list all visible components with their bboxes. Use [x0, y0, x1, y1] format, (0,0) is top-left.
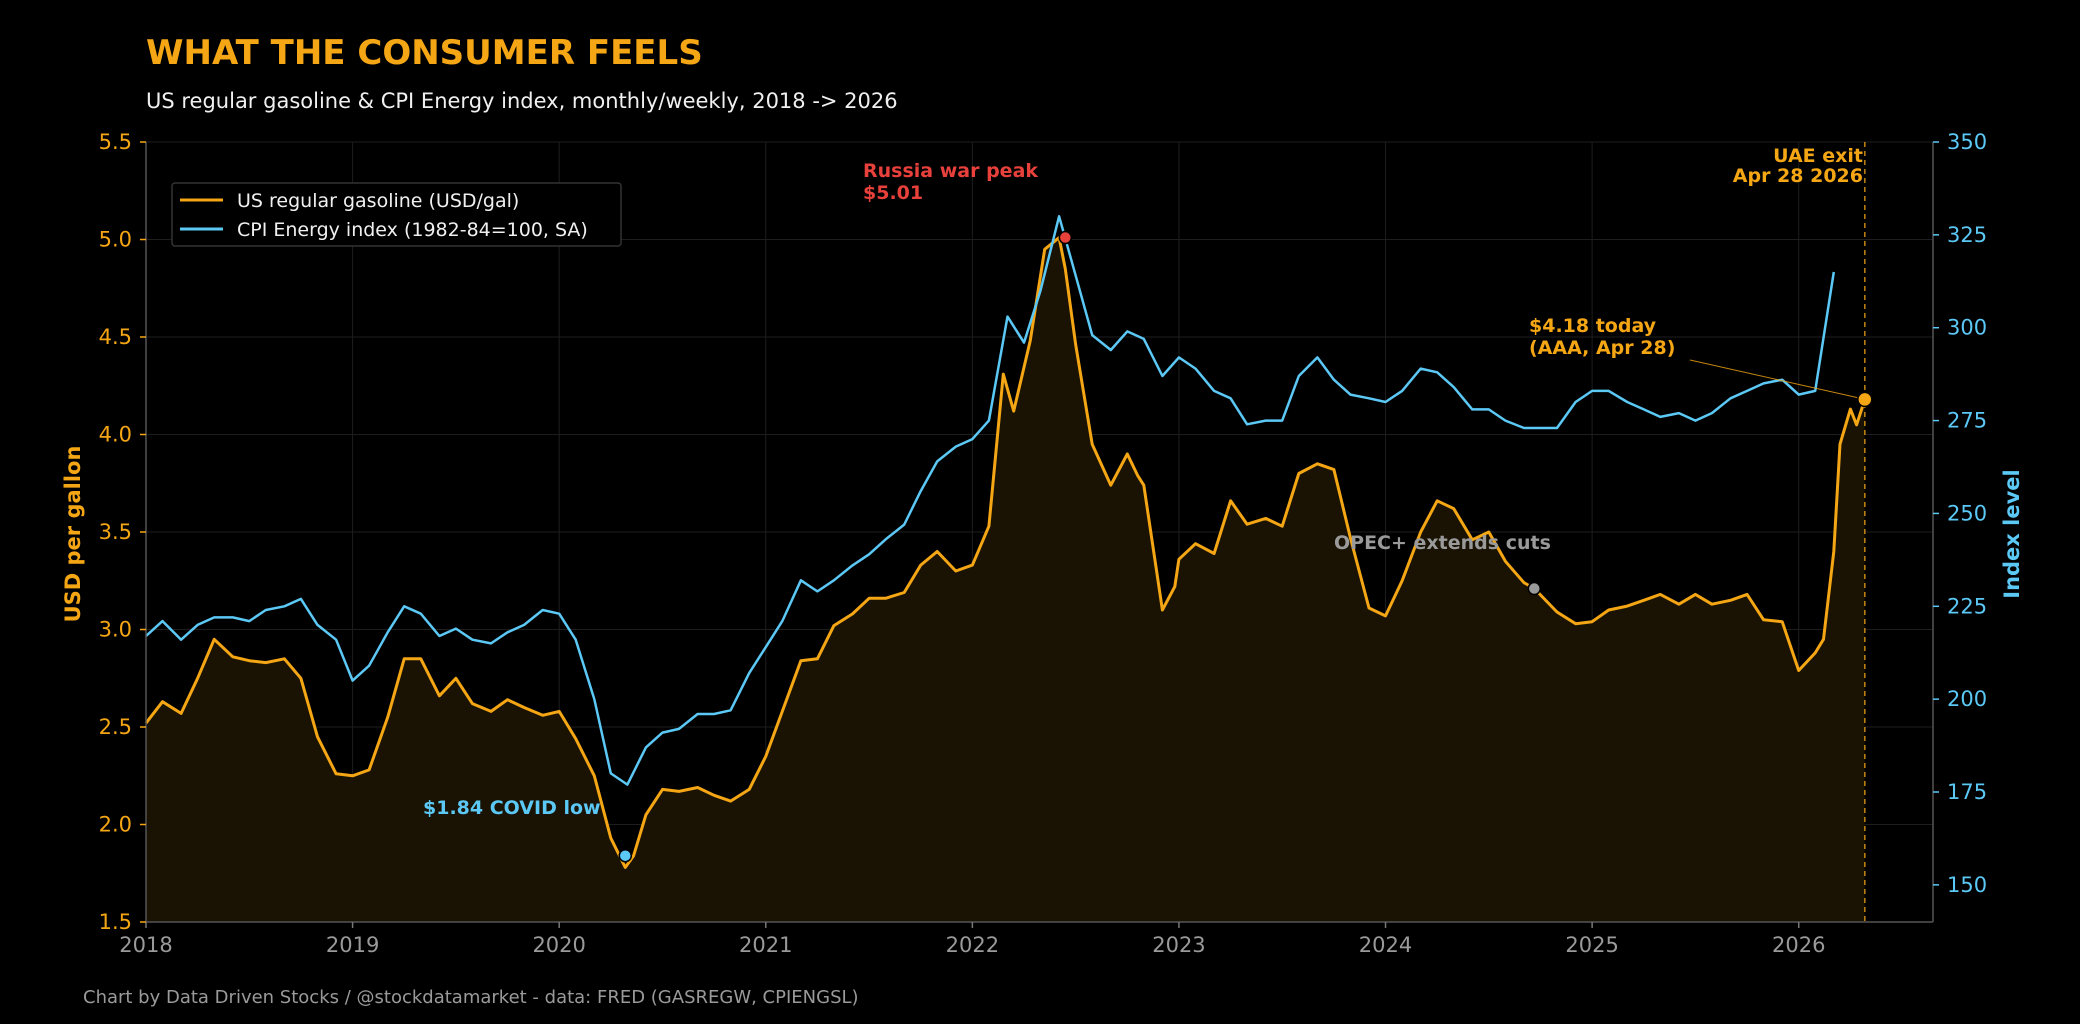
y2-tick-label: 325 [1947, 223, 1987, 247]
connector-today [1689, 359, 1861, 399]
y-tick-label: 4.0 [99, 423, 132, 447]
annotation-today-price: $4.18 today [1529, 315, 1657, 337]
y2-tick-label: 275 [1947, 409, 1987, 433]
annotation-war-peak-value: $5.01 [863, 182, 923, 204]
legend-box [171, 182, 622, 247]
axes: 2018 2019 2020 2021 2022 2023 2024 2025 2026 1.5 2… [99, 130, 1988, 957]
annotation-covid-low: $1.84 COVID low [423, 797, 601, 819]
x-tick-label: 2025 [1565, 933, 1618, 957]
series-area-gasoline [146, 237, 1865, 923]
plot-area [144, 142, 1873, 923]
y-tick-label: 2.5 [99, 715, 132, 739]
series-line-cpi [145, 215, 1836, 786]
annotation-uae-exit: UAE exit [1773, 145, 1863, 167]
y-tick-label: 5.0 [99, 228, 132, 252]
x-tick-label: 2024 [1359, 933, 1412, 957]
y2-tick-label: 300 [1947, 316, 1987, 340]
x-tick-label: 2019 [326, 933, 379, 957]
y-tick-label: 3.0 [99, 618, 132, 642]
annotation-opec-cuts: OPEC+ extends cuts [1334, 532, 1551, 554]
marker-covid-low [618, 848, 633, 863]
y2-tick-label: 200 [1947, 687, 1987, 711]
y2-tick-label: 350 [1947, 130, 1987, 154]
annotation-war-peak-label: Russia war peak [863, 160, 1038, 182]
y2-axis-label: Index level [2000, 469, 2024, 598]
x-tick-label: 2021 [739, 933, 792, 957]
marker-today [1857, 391, 1873, 408]
y2-tick-label: 250 [1947, 501, 1987, 525]
x-tick-label: 2022 [946, 933, 999, 957]
y-tick-label: 3.5 [99, 520, 132, 544]
y-tick-label: 2.0 [99, 813, 132, 837]
annotation-uae-exit-date: Apr 28 2026 [1733, 165, 1863, 187]
x-tick-label: 2026 [1772, 933, 1825, 957]
y-axis-label: USD per gallon [61, 446, 85, 623]
chart-title: WHAT THE CONSUMER FEELS [146, 33, 703, 73]
y-tick-label: 5.5 [99, 130, 132, 154]
chart-subtitle: US regular gasoline & CPI Energy index, … [146, 89, 898, 113]
x-tick-label: 2020 [532, 933, 585, 957]
y-tick-label: 4.5 [99, 325, 132, 349]
legend: US regular gasoline (USD/gal) CPI Energy… [171, 182, 622, 247]
marker-war-peak [1058, 230, 1073, 245]
y2-tick-label: 175 [1947, 780, 1987, 804]
y2-tick-label: 225 [1947, 594, 1987, 618]
y2-tick-label: 150 [1947, 873, 1987, 897]
marker-opec-cuts [1527, 581, 1542, 596]
annotation-today-source: (AAA, Apr 28) [1529, 337, 1675, 359]
series-line-gasoline [144, 236, 1867, 869]
legend-label-gasoline: US regular gasoline (USD/gal) [237, 190, 519, 212]
y-tick-label: 1.5 [99, 910, 132, 934]
footer-credit: Chart by Data Driven Stocks / @stockdata… [83, 987, 859, 1008]
x-tick-label: 2023 [1152, 933, 1205, 957]
x-tick-label: 2018 [119, 933, 172, 957]
legend-label-cpi: CPI Energy index (1982-84=100, SA) [237, 219, 588, 241]
